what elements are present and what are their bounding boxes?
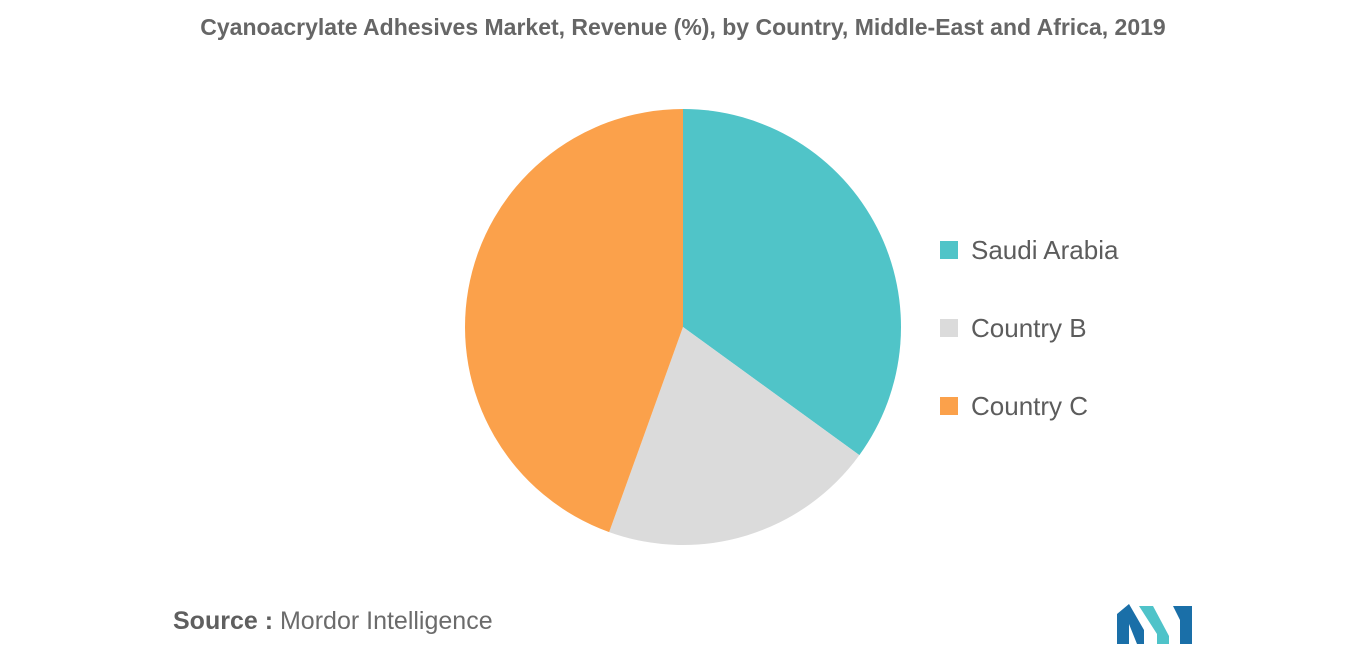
source-note: Source : Mordor Intelligence xyxy=(173,607,493,636)
chart-legend: Saudi Arabia Country B Country C xyxy=(940,232,1118,466)
legend-label: Country B xyxy=(971,312,1087,343)
legend-item-saudi-arabia: Saudi Arabia xyxy=(940,232,1118,268)
mordor-intelligence-logo-icon xyxy=(1117,604,1192,644)
legend-label: Country C xyxy=(971,390,1089,421)
pie-slice-country-c xyxy=(465,109,683,533)
legend-item-country-b: Country B xyxy=(940,310,1118,346)
chart-title: Cyanoacrylate Adhesives Market, Revenue … xyxy=(200,14,1166,40)
pie-slice-country-b xyxy=(609,327,860,545)
pie-slice-saudi-arabia xyxy=(683,109,901,456)
source-label: Source : xyxy=(173,607,274,635)
legend-swatch xyxy=(940,241,958,259)
legend-swatch xyxy=(940,319,958,337)
legend-label: Saudi Arabia xyxy=(971,234,1119,265)
source-value: Mordor Intelligence xyxy=(279,607,493,635)
legend-item-country-c: Country C xyxy=(940,388,1118,424)
legend-swatch xyxy=(940,397,958,415)
